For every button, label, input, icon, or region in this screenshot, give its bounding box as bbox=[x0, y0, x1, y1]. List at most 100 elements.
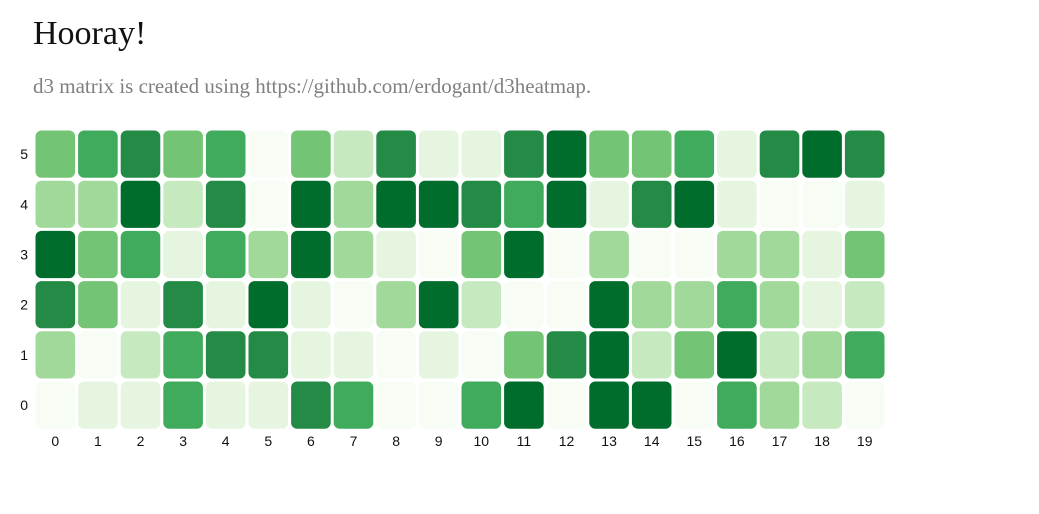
heatmap-cell[interactable] bbox=[248, 381, 289, 429]
heatmap-cell[interactable] bbox=[802, 180, 842, 228]
heatmap-cell[interactable] bbox=[589, 381, 629, 429]
heatmap-cell[interactable] bbox=[418, 230, 459, 279]
heatmap-cell[interactable] bbox=[163, 180, 203, 228]
heatmap-cell[interactable] bbox=[674, 130, 715, 178]
heatmap-cell[interactable] bbox=[333, 331, 374, 379]
heatmap-cell[interactable] bbox=[418, 381, 459, 429]
heatmap-cell[interactable] bbox=[546, 130, 587, 178]
heatmap-cell[interactable] bbox=[291, 130, 331, 178]
heatmap-cell[interactable] bbox=[844, 130, 885, 178]
heatmap-cell[interactable] bbox=[759, 230, 800, 279]
heatmap-cell[interactable] bbox=[461, 381, 502, 429]
heatmap-cell[interactable] bbox=[546, 281, 587, 329]
heatmap-cell[interactable] bbox=[205, 180, 246, 228]
heatmap-cell[interactable] bbox=[291, 331, 331, 379]
heatmap-cell[interactable] bbox=[631, 180, 672, 228]
heatmap-cell[interactable] bbox=[333, 281, 374, 329]
heatmap-cell[interactable] bbox=[802, 331, 842, 379]
heatmap-cell[interactable] bbox=[589, 230, 629, 279]
heatmap-cell[interactable] bbox=[376, 381, 416, 429]
heatmap-cell[interactable] bbox=[248, 281, 289, 329]
heatmap-cell[interactable] bbox=[759, 130, 800, 178]
heatmap-cell[interactable] bbox=[589, 281, 629, 329]
heatmap-cell[interactable] bbox=[35, 281, 76, 329]
heatmap-cell[interactable] bbox=[759, 281, 800, 329]
heatmap-cell[interactable] bbox=[418, 281, 459, 329]
heatmap-cell[interactable] bbox=[589, 331, 629, 379]
heatmap-cell[interactable] bbox=[461, 130, 502, 178]
heatmap-cell[interactable] bbox=[35, 331, 76, 379]
heatmap-cell[interactable] bbox=[589, 130, 629, 178]
heatmap-cell[interactable] bbox=[333, 180, 374, 228]
heatmap-cell[interactable] bbox=[504, 281, 544, 329]
heatmap-cell[interactable] bbox=[674, 180, 715, 228]
heatmap-cell[interactable] bbox=[376, 281, 416, 329]
heatmap-cell[interactable] bbox=[504, 130, 544, 178]
heatmap-cell[interactable] bbox=[759, 331, 800, 379]
heatmap-cell[interactable] bbox=[844, 281, 885, 329]
heatmap-cell[interactable] bbox=[248, 230, 289, 279]
heatmap-cell[interactable] bbox=[35, 230, 76, 279]
heatmap-cell[interactable] bbox=[78, 281, 118, 329]
heatmap-cell[interactable] bbox=[205, 130, 246, 178]
heatmap-cell[interactable] bbox=[717, 230, 757, 279]
heatmap-cell[interactable] bbox=[546, 381, 587, 429]
heatmap-cell[interactable] bbox=[78, 130, 118, 178]
heatmap-cell[interactable] bbox=[120, 130, 161, 178]
heatmap-cell[interactable] bbox=[163, 281, 203, 329]
heatmap-cell[interactable] bbox=[376, 130, 416, 178]
heatmap-cell[interactable] bbox=[802, 230, 842, 279]
heatmap-cell[interactable] bbox=[120, 180, 161, 228]
heatmap-cell[interactable] bbox=[844, 180, 885, 228]
heatmap-cell[interactable] bbox=[120, 381, 161, 429]
heatmap-cell[interactable] bbox=[120, 281, 161, 329]
heatmap-cell[interactable] bbox=[674, 381, 715, 429]
heatmap-cell[interactable] bbox=[163, 130, 203, 178]
heatmap-cell[interactable] bbox=[78, 230, 118, 279]
heatmap-cell[interactable] bbox=[376, 230, 416, 279]
heatmap-cell[interactable] bbox=[461, 180, 502, 228]
heatmap-cell[interactable] bbox=[35, 180, 76, 228]
heatmap-cell[interactable] bbox=[35, 130, 76, 178]
heatmap-cell[interactable] bbox=[333, 381, 374, 429]
heatmap-cell[interactable] bbox=[248, 180, 289, 228]
heatmap-cell[interactable] bbox=[717, 130, 757, 178]
heatmap-cell[interactable] bbox=[205, 331, 246, 379]
heatmap-cell[interactable] bbox=[759, 381, 800, 429]
heatmap-cell[interactable] bbox=[333, 230, 374, 279]
heatmap-cell[interactable] bbox=[844, 381, 885, 429]
heatmap-cell[interactable] bbox=[631, 331, 672, 379]
heatmap-cell[interactable] bbox=[802, 130, 842, 178]
heatmap-cell[interactable] bbox=[674, 230, 715, 279]
heatmap-cell[interactable] bbox=[717, 281, 757, 329]
heatmap-cell[interactable] bbox=[504, 230, 544, 279]
heatmap-cell[interactable] bbox=[78, 381, 118, 429]
heatmap-cell[interactable] bbox=[291, 381, 331, 429]
heatmap-cell[interactable] bbox=[674, 331, 715, 379]
heatmap-cell[interactable] bbox=[163, 381, 203, 429]
heatmap-cell[interactable] bbox=[504, 381, 544, 429]
heatmap-cell[interactable] bbox=[418, 180, 459, 228]
heatmap-cell[interactable] bbox=[291, 281, 331, 329]
heatmap-cell[interactable] bbox=[717, 331, 757, 379]
heatmap-cell[interactable] bbox=[546, 180, 587, 228]
heatmap-cell[interactable] bbox=[461, 230, 502, 279]
heatmap-cell[interactable] bbox=[759, 180, 800, 228]
heatmap-cell[interactable] bbox=[376, 180, 416, 228]
heatmap-cell[interactable] bbox=[504, 331, 544, 379]
heatmap-cell[interactable] bbox=[802, 381, 842, 429]
heatmap-cell[interactable] bbox=[78, 180, 118, 228]
heatmap-cell[interactable] bbox=[35, 381, 76, 429]
heatmap-cell[interactable] bbox=[717, 180, 757, 228]
heatmap-cell[interactable] bbox=[844, 331, 885, 379]
heatmap-cell[interactable] bbox=[546, 331, 587, 379]
heatmap-cell[interactable] bbox=[205, 381, 246, 429]
heatmap-cell[interactable] bbox=[163, 331, 203, 379]
heatmap-cell[interactable] bbox=[631, 130, 672, 178]
heatmap-cell[interactable] bbox=[333, 130, 374, 178]
heatmap-cell[interactable] bbox=[120, 331, 161, 379]
heatmap-cell[interactable] bbox=[631, 381, 672, 429]
heatmap-cell[interactable] bbox=[461, 331, 502, 379]
heatmap-cell[interactable] bbox=[674, 281, 715, 329]
heatmap-cell[interactable] bbox=[205, 230, 246, 279]
